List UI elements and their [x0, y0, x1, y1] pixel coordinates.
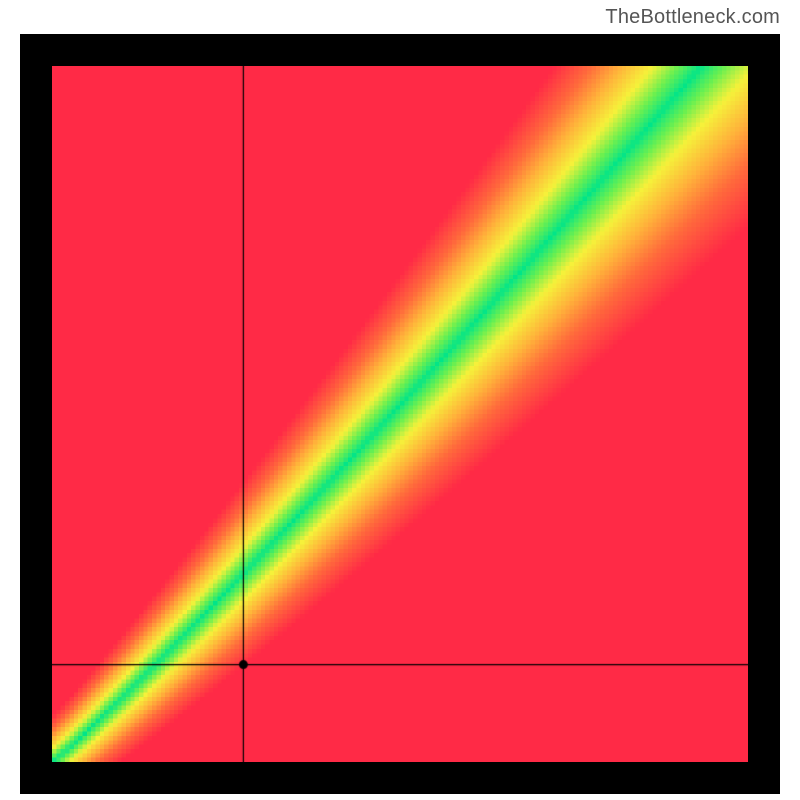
watermark-text: TheBottleneck.com	[605, 6, 780, 29]
chart-frame	[20, 34, 780, 794]
heatmap-area	[52, 66, 748, 762]
crosshair-overlay	[52, 66, 748, 762]
